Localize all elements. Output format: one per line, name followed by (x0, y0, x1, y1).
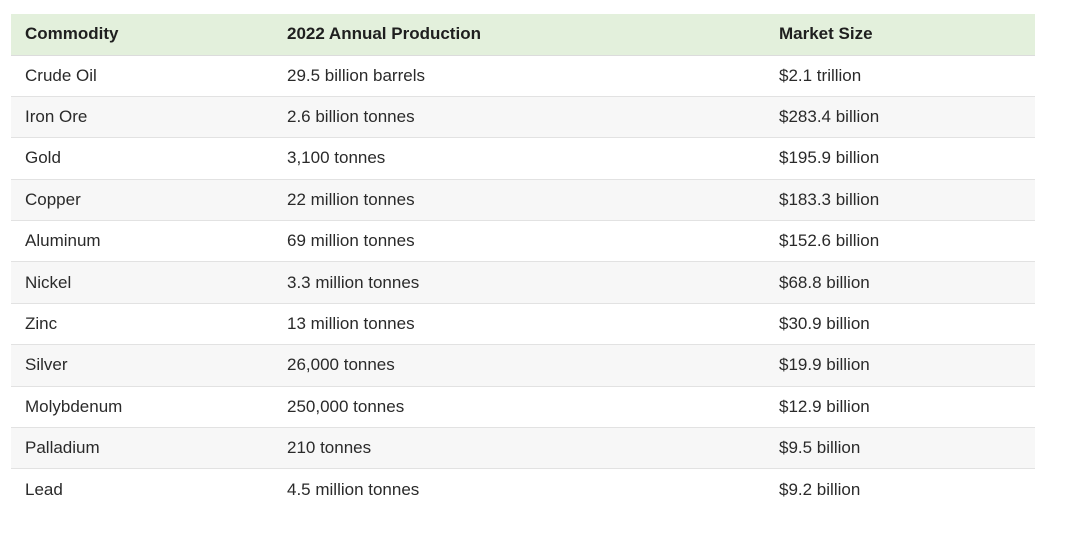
cell-commodity: Palladium (11, 427, 273, 470)
cell-market-size: $9.5 billion (765, 427, 1035, 470)
cell-production: 69 million tonnes (273, 220, 765, 263)
header-row: Commodity 2022 Annual Production Market … (11, 14, 1035, 56)
cell-production: 210 tonnes (273, 427, 765, 470)
table-header: Commodity 2022 Annual Production Market … (11, 14, 1035, 56)
cell-production: 2.6 billion tonnes (273, 96, 765, 139)
cell-production: 29.5 billion barrels (273, 55, 765, 97)
table-row: Palladium 210 tonnes $9.5 billion (11, 427, 1035, 470)
header-annual-production: 2022 Annual Production (273, 14, 765, 56)
table-row: Silver 26,000 tonnes $19.9 billion (11, 344, 1035, 387)
cell-production: 26,000 tonnes (273, 344, 765, 387)
table-row: Gold 3,100 tonnes $195.9 billion (11, 137, 1035, 180)
table-row: Aluminum 69 million tonnes $152.6 billio… (11, 220, 1035, 263)
cell-production: 250,000 tonnes (273, 386, 765, 429)
cell-commodity: Gold (11, 137, 273, 180)
cell-production: 22 million tonnes (273, 179, 765, 222)
cell-commodity: Crude Oil (11, 55, 273, 97)
cell-commodity: Aluminum (11, 220, 273, 263)
cell-market-size: $152.6 billion (765, 220, 1035, 263)
table-row: Zinc 13 million tonnes $30.9 billion (11, 303, 1035, 346)
cell-market-size: $12.9 billion (765, 386, 1035, 429)
table-row: Crude Oil 29.5 billion barrels $2.1 tril… (11, 55, 1035, 97)
commodity-table-container: Commodity 2022 Annual Production Market … (11, 14, 1035, 511)
header-market-size: Market Size (765, 14, 1035, 56)
table-body: Crude Oil 29.5 billion barrels $2.1 tril… (11, 55, 1035, 511)
cell-commodity: Nickel (11, 261, 273, 304)
cell-market-size: $183.3 billion (765, 179, 1035, 222)
cell-market-size: $283.4 billion (765, 96, 1035, 139)
table-row: Nickel 3.3 million tonnes $68.8 billion (11, 261, 1035, 304)
cell-commodity: Lead (25, 479, 63, 499)
cell-market-size: $9.2 billion (779, 479, 861, 499)
table-row: Copper 22 million tonnes $183.3 billion (11, 179, 1035, 222)
cell-market-size: $19.9 billion (765, 344, 1035, 387)
table-row: Iron Ore 2.6 billion tonnes $283.4 billi… (11, 96, 1035, 139)
cell-commodity: Copper (11, 179, 273, 222)
commodity-table: Commodity 2022 Annual Production Market … (11, 14, 1035, 511)
cell-market-size: $68.8 billion (765, 261, 1035, 304)
cell-production: 4.5 million tonnes (287, 479, 420, 499)
header-commodity: Commodity (11, 14, 273, 56)
table-row: Molybdenum 250,000 tonnes $12.9 billion (11, 386, 1035, 429)
cell-commodity: Zinc (11, 303, 273, 346)
cell-commodity: Iron Ore (11, 96, 273, 139)
cell-market-size: $30.9 billion (765, 303, 1035, 346)
cell-production: 13 million tonnes (273, 303, 765, 346)
cell-production: 3,100 tonnes (273, 137, 765, 180)
cell-commodity: Silver (11, 344, 273, 387)
table-row: Lead 4.5 million tonnes $9.2 billion (11, 468, 1035, 511)
cell-market-size: $2.1 trillion (765, 55, 1035, 97)
cell-commodity: Molybdenum (11, 386, 273, 429)
cell-production: 3.3 million tonnes (273, 261, 765, 304)
cell-market-size: $195.9 billion (765, 137, 1035, 180)
